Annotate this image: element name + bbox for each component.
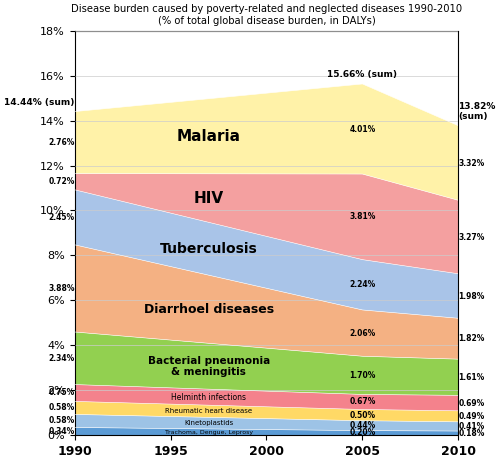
Text: 3.88%: 3.88% <box>48 284 74 293</box>
Text: 0.41%: 0.41% <box>458 422 484 431</box>
Text: 4.01%: 4.01% <box>350 124 376 134</box>
Text: 0.20%: 0.20% <box>350 428 376 438</box>
Text: 2.24%: 2.24% <box>350 280 376 289</box>
Polygon shape <box>74 384 458 411</box>
Text: Trachoma, Dengue, Leprosy: Trachoma, Dengue, Leprosy <box>165 430 253 435</box>
Text: 0.34%: 0.34% <box>48 427 74 436</box>
Text: Helminth infections: Helminth infections <box>172 393 246 401</box>
Text: 3.81%: 3.81% <box>350 213 376 221</box>
Text: 3.27%: 3.27% <box>458 232 485 242</box>
Text: 13.82%
(sum): 13.82% (sum) <box>458 102 496 121</box>
Text: Bacterial pneumonia
& meningitis: Bacterial pneumonia & meningitis <box>148 356 270 377</box>
Text: 0.67%: 0.67% <box>350 397 376 407</box>
Text: Tuberculosis: Tuberculosis <box>160 242 258 256</box>
Text: 2.34%: 2.34% <box>48 354 74 363</box>
Text: Rheumatic heart disease: Rheumatic heart disease <box>166 408 252 414</box>
Text: 1.70%: 1.70% <box>350 371 376 380</box>
Text: 1.82%: 1.82% <box>458 334 485 343</box>
Text: 0.72%: 0.72% <box>48 177 74 186</box>
Text: 0.49%: 0.49% <box>458 412 484 421</box>
Text: 0.50%: 0.50% <box>350 411 376 419</box>
Text: 0.44%: 0.44% <box>350 421 376 430</box>
Polygon shape <box>74 190 458 318</box>
Polygon shape <box>74 332 458 395</box>
Text: 2.06%: 2.06% <box>350 328 376 338</box>
Text: 3.32%: 3.32% <box>458 158 484 168</box>
Text: 15.66% (sum): 15.66% (sum) <box>328 71 398 79</box>
Polygon shape <box>74 401 458 422</box>
Text: 1.61%: 1.61% <box>458 373 484 382</box>
Text: 0.69%: 0.69% <box>458 399 484 407</box>
Polygon shape <box>74 174 458 274</box>
Polygon shape <box>74 84 458 201</box>
Text: 0.58%: 0.58% <box>48 416 74 426</box>
Title: Disease burden caused by poverty-related and neglected diseases 1990-2010
(% of : Disease burden caused by poverty-related… <box>71 4 462 26</box>
Text: Kinetoplastids: Kinetoplastids <box>184 420 234 426</box>
Text: Diarrhoel diseases: Diarrhoel diseases <box>144 303 274 316</box>
Text: 0.75%: 0.75% <box>48 389 74 397</box>
Text: Malaria: Malaria <box>177 129 241 144</box>
Text: 2.45%: 2.45% <box>48 213 74 222</box>
Text: 2.76%: 2.76% <box>48 138 74 147</box>
Polygon shape <box>74 245 458 359</box>
Polygon shape <box>74 427 458 435</box>
Text: 0.18%: 0.18% <box>458 429 485 438</box>
Text: 0.58%: 0.58% <box>48 403 74 413</box>
Text: HIV: HIV <box>194 191 224 206</box>
Text: 14.44% (sum): 14.44% (sum) <box>4 98 74 107</box>
Polygon shape <box>74 414 458 431</box>
Text: 1.98%: 1.98% <box>458 292 485 301</box>
